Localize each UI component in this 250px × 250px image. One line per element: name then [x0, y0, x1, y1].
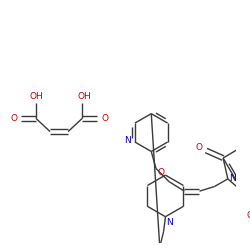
- Text: N: N: [166, 218, 172, 227]
- Text: OH: OH: [77, 92, 91, 101]
- Text: O: O: [11, 114, 18, 123]
- Text: O: O: [102, 114, 108, 123]
- Text: OH: OH: [29, 92, 43, 101]
- Text: N: N: [124, 136, 131, 145]
- Text: N: N: [229, 174, 236, 184]
- Text: O: O: [157, 168, 164, 177]
- Text: O: O: [196, 143, 203, 152]
- Text: O: O: [246, 211, 250, 220]
